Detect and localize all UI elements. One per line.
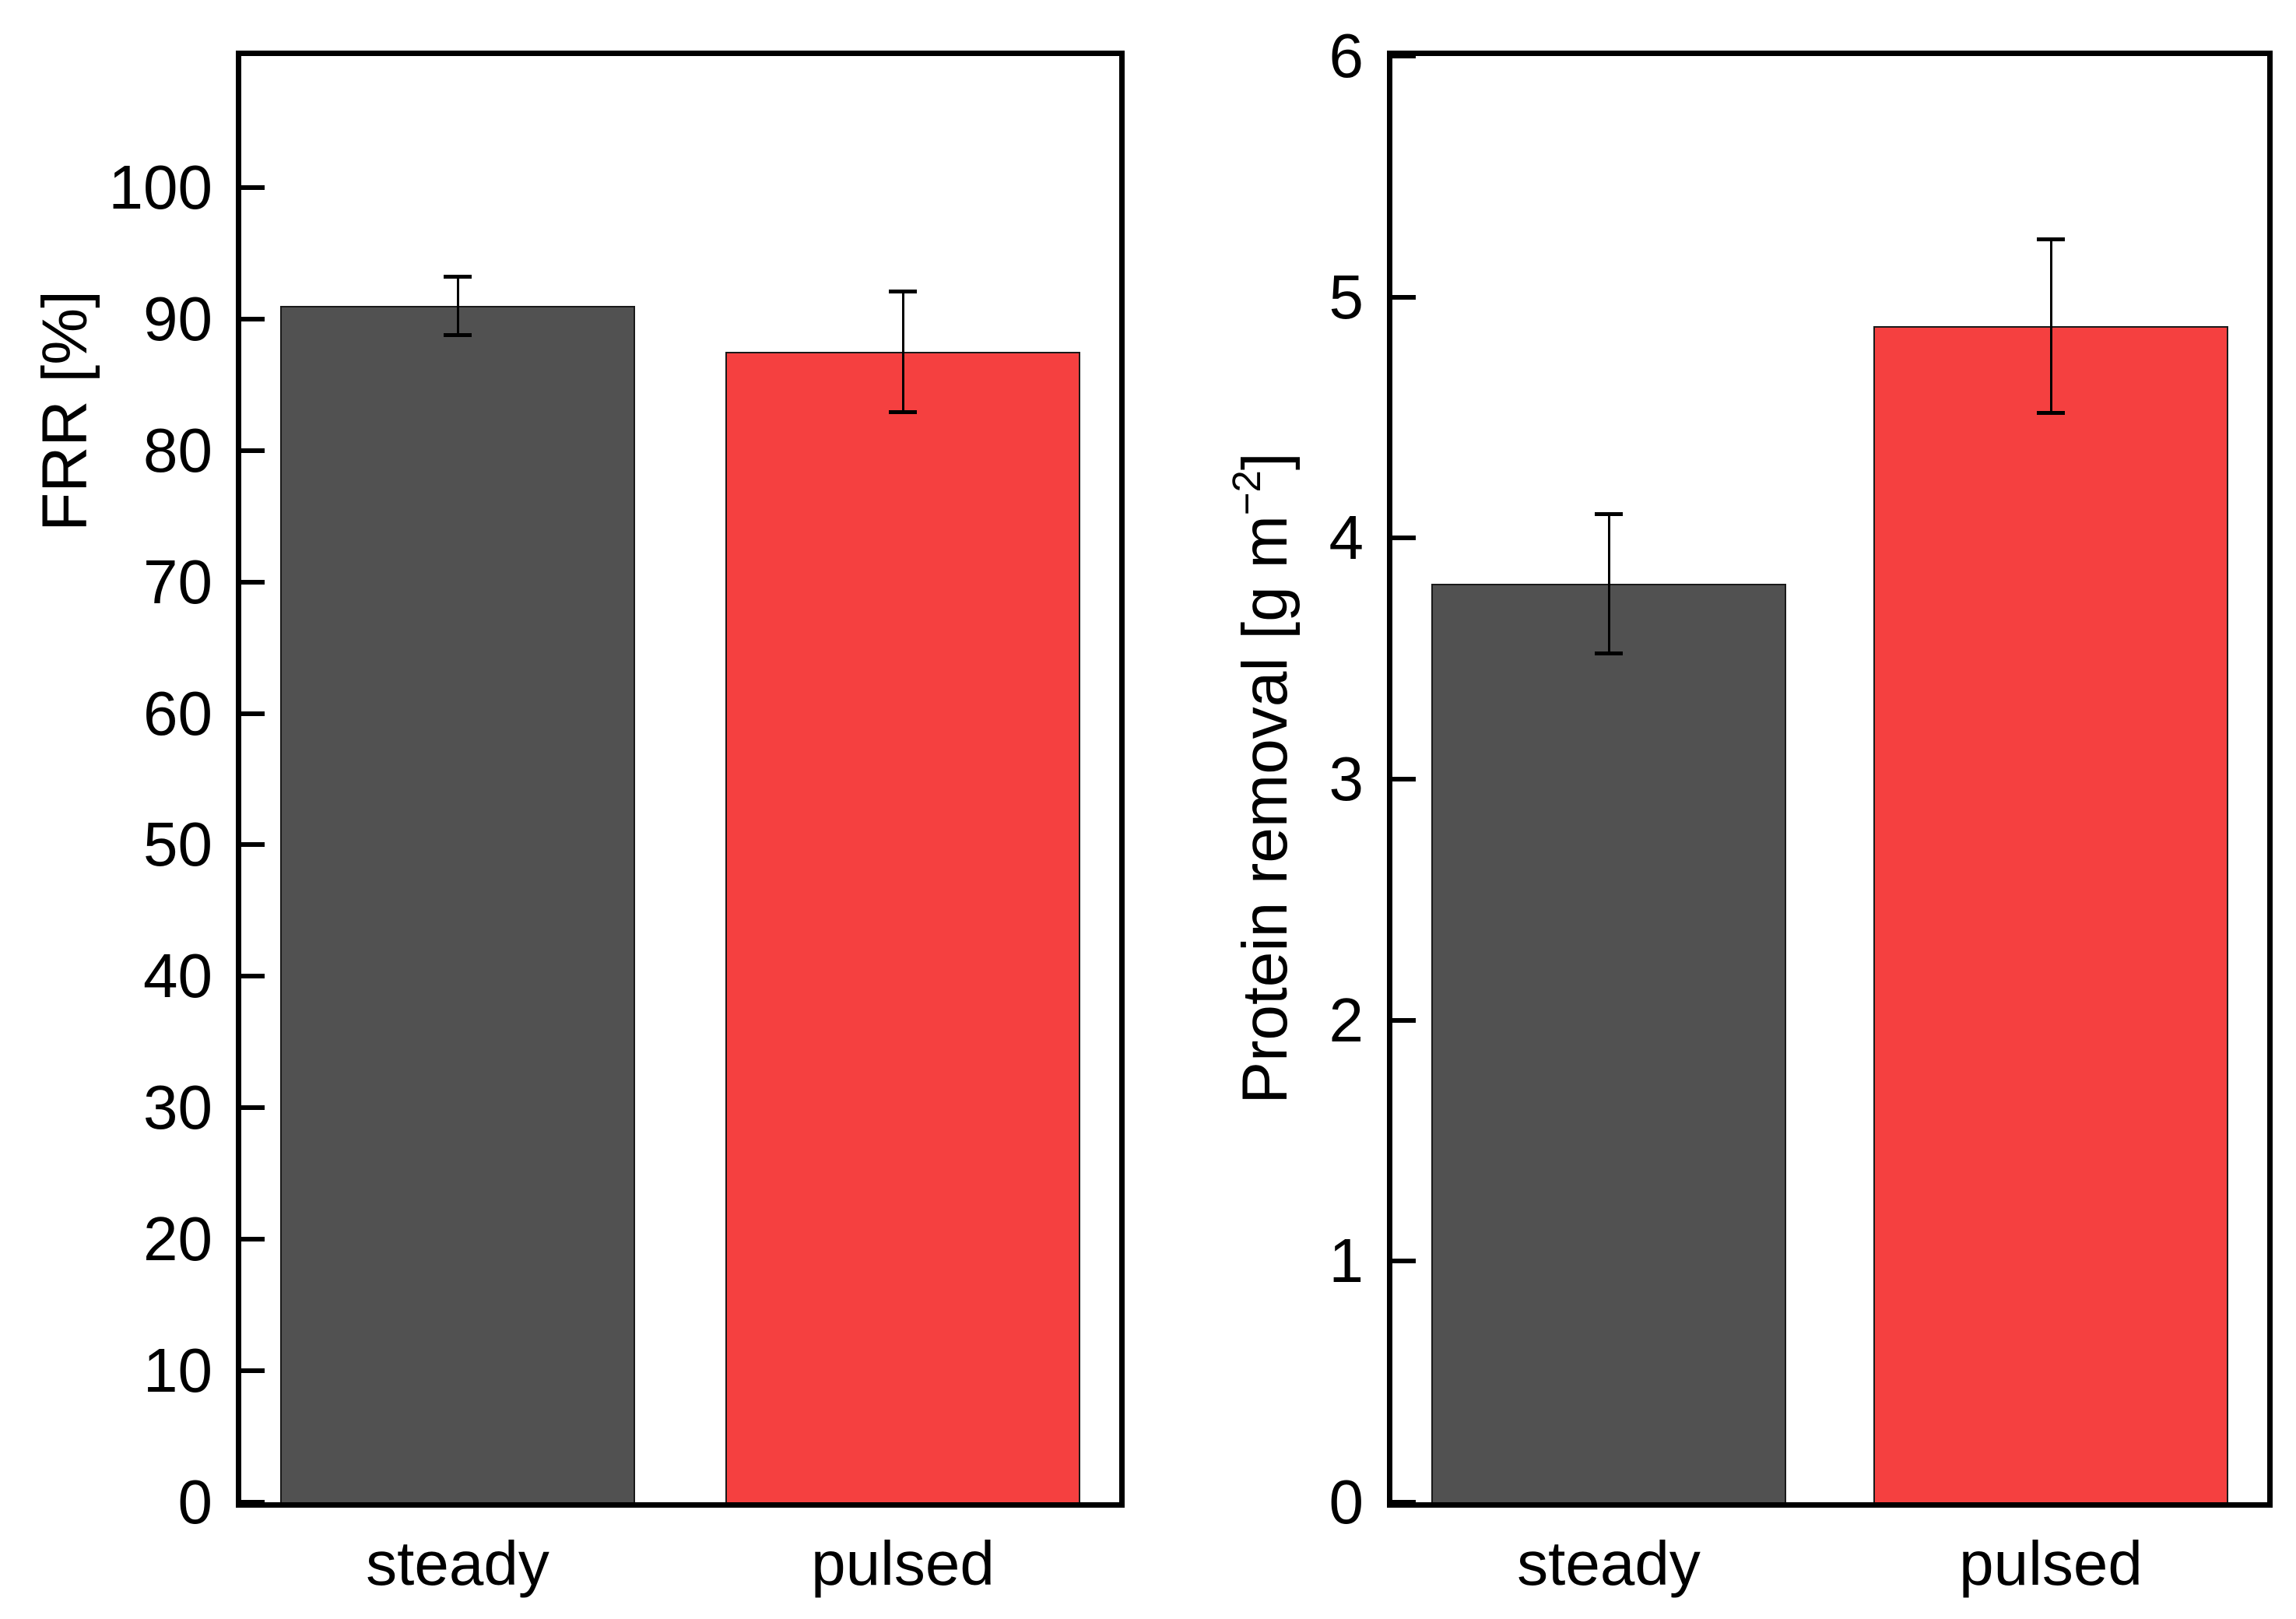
right-x-category-label-steady: steady	[1517, 1529, 1701, 1598]
left-y-tick-90	[241, 316, 265, 321]
left-bar-pulsed	[725, 352, 1080, 1502]
left-bar-steady	[280, 305, 635, 1502]
right-y-tick-3	[1392, 777, 1416, 781]
left-x-category-label-steady: steady	[366, 1529, 549, 1598]
left-y-tick-label-90: 90	[143, 283, 212, 353]
right-bar-steady	[1431, 584, 1786, 1502]
left-panel-frame	[236, 51, 1125, 1508]
right-y-tick-label-4: 4	[1329, 503, 1364, 573]
right-x-category-label-pulsed: pulsed	[1959, 1529, 2143, 1598]
left-error-cap-top-steady	[444, 275, 472, 279]
left-y-tick-label-40: 40	[143, 941, 212, 1011]
right-panel-frame	[1387, 51, 2273, 1508]
left-y-tick-100	[241, 184, 265, 190]
right-error-bar-pulsed	[2049, 239, 2052, 413]
left-error-cap-bottom-steady	[444, 332, 472, 337]
left-y-tick-label-10: 10	[143, 1336, 212, 1406]
left-y-tick-label-80: 80	[143, 415, 212, 485]
right-y-tick-label-3: 3	[1329, 744, 1364, 813]
left-y-tick-label-20: 20	[143, 1204, 212, 1274]
left-error-bar-pulsed	[901, 291, 904, 413]
left-error-bar-steady	[456, 276, 459, 335]
right-error-cap-bottom-steady	[1595, 651, 1623, 656]
left-y-tick-80	[241, 448, 265, 453]
left-x-category-label-pulsed: pulsed	[811, 1529, 995, 1598]
left-y-tick-label-0: 0	[177, 1467, 213, 1536]
left-y-tick-60	[241, 711, 265, 716]
left-y-tick-10	[241, 1368, 265, 1374]
right-y-tick-label-5: 5	[1329, 262, 1364, 332]
left-y-tick-0	[241, 1500, 265, 1505]
left-y-tick-40	[241, 974, 265, 979]
right-error-bar-steady	[1607, 514, 1610, 654]
left-y-tick-30	[241, 1105, 265, 1111]
left-y-tick-label-60: 60	[143, 678, 212, 748]
left-y-tick-70	[241, 579, 265, 585]
left-y-tick-label-100: 100	[108, 152, 212, 222]
right-y-tick-label-6: 6	[1329, 21, 1364, 90]
right-y-tick-6	[1392, 54, 1416, 58]
left-error-cap-top-pulsed	[889, 289, 917, 293]
right-y-tick-1	[1392, 1259, 1416, 1264]
right-y-tick-0	[1392, 1500, 1416, 1505]
right-y-tick-label-0: 0	[1329, 1467, 1364, 1536]
right-y-tick-2	[1392, 1017, 1416, 1023]
left-y-tick-20	[241, 1237, 265, 1242]
left-y-tick-50	[241, 842, 265, 848]
right-y-tick-4	[1392, 536, 1416, 541]
right-bar-pulsed	[1873, 325, 2228, 1502]
right-y-tick-label-1: 1	[1329, 1226, 1364, 1296]
right-y-tick-5	[1392, 294, 1416, 300]
y-axis-title-protein-post: ]	[1230, 452, 1301, 471]
left-y-tick-label-70: 70	[143, 546, 212, 616]
right-error-cap-bottom-pulsed	[2037, 410, 2065, 415]
left-y-tick-label-50: 50	[143, 810, 212, 880]
left-y-tick-label-30: 30	[143, 1073, 212, 1143]
right-error-cap-top-pulsed	[2037, 237, 2065, 241]
left-error-cap-bottom-pulsed	[889, 410, 917, 415]
right-error-cap-top-steady	[1595, 511, 1623, 516]
right-y-tick-label-2: 2	[1329, 985, 1364, 1055]
